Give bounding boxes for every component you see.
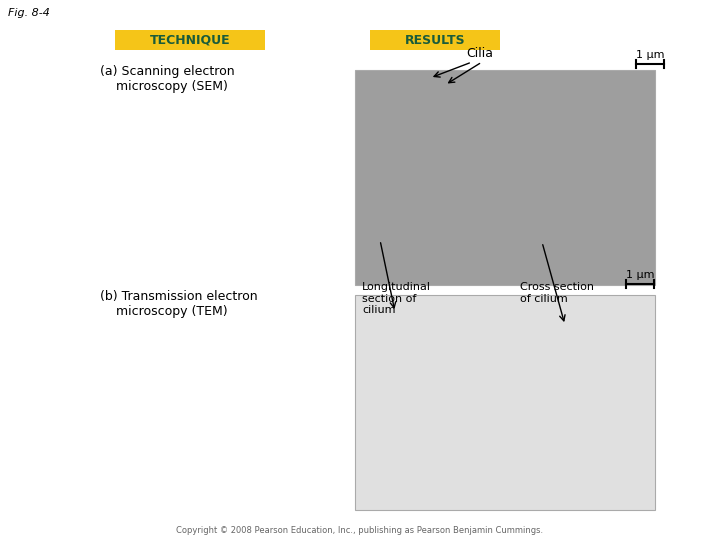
Bar (115, 30, 265, 50)
Text: RESULTS: RESULTS (405, 33, 465, 46)
Text: Cilia: Cilia (467, 47, 493, 60)
Text: (b) Transmission electron
    microscopy (TEM): (b) Transmission electron microscopy (TE… (100, 290, 258, 318)
Text: Cross section
of cilium: Cross section of cilium (520, 282, 594, 303)
Text: Fig. 8-4: Fig. 8-4 (8, 8, 50, 18)
Text: Copyright © 2008 Pearson Education, Inc., publishing as Pearson Benjamin Cumming: Copyright © 2008 Pearson Education, Inc.… (176, 526, 544, 535)
Text: (a) Scanning electron
    microscopy (SEM): (a) Scanning electron microscopy (SEM) (100, 65, 235, 93)
Text: Longitudinal
section of
cilium: Longitudinal section of cilium (362, 282, 431, 315)
Text: TECHNIQUE: TECHNIQUE (150, 33, 230, 46)
Bar (355, 70, 655, 285)
Text: 1 µm: 1 µm (636, 50, 665, 60)
Text: 1 µm: 1 µm (626, 270, 654, 280)
Bar (355, 295, 655, 510)
Bar (370, 30, 500, 50)
